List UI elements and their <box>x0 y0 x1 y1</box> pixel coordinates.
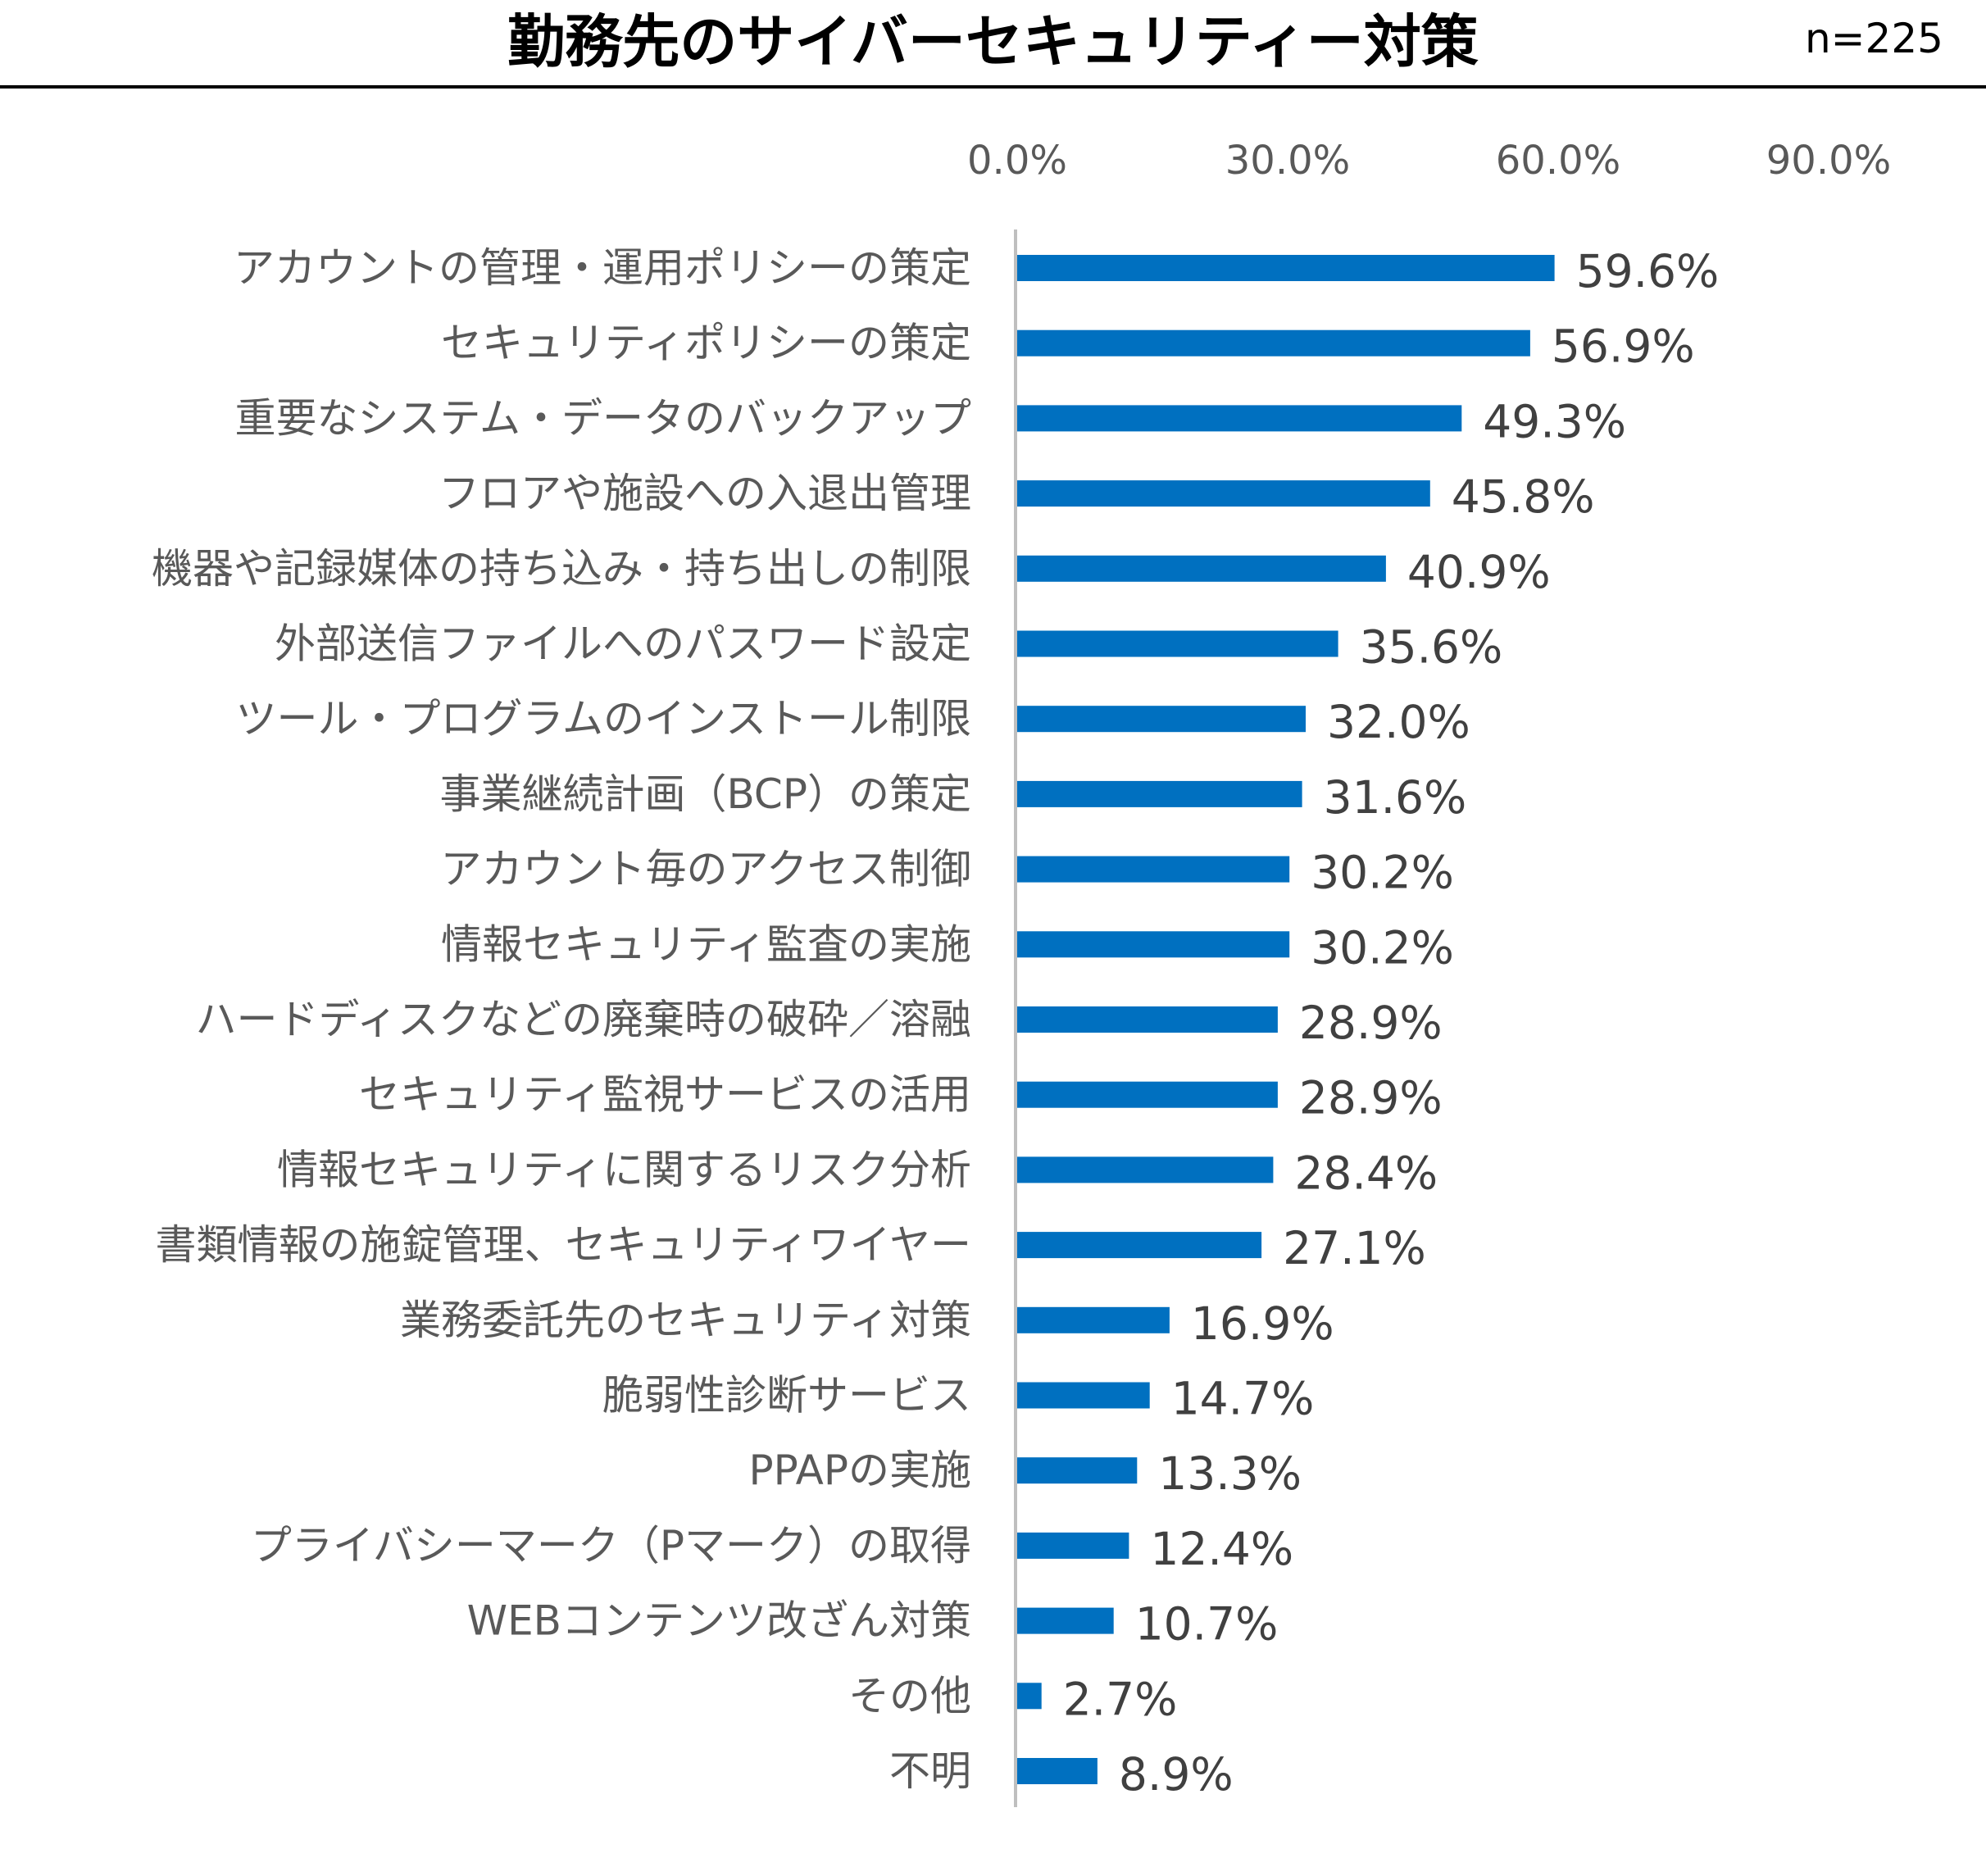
bar <box>1017 1156 1274 1183</box>
category-label: プライバシーマーク（Pマーク）の取得 <box>251 1522 971 1569</box>
x-tick-label: 0.0% <box>967 138 1067 184</box>
value-label: 8.9% <box>1119 1748 1234 1801</box>
bar <box>1017 1607 1114 1634</box>
bar <box>1017 706 1306 733</box>
value-label: 35.6% <box>1360 621 1503 674</box>
category-label: アカウントの管理・運用ポリシーの策定 <box>234 244 971 292</box>
value-label: 28.4% <box>1294 1147 1438 1199</box>
category-label: セキュリティ監視サービスの活用 <box>359 1071 971 1119</box>
value-label: 56.9% <box>1552 320 1695 373</box>
value-label: 12.4% <box>1150 1523 1293 1575</box>
bar <box>1017 480 1430 507</box>
category-label: 機器や記録媒体の持ち込み・持ち出しの制限 <box>152 545 971 593</box>
bar <box>1017 405 1462 432</box>
x-tick-label: 30.0% <box>1225 138 1350 184</box>
value-label: 59.6% <box>1576 245 1720 298</box>
chart-title: 勤務先のサイバーセキュリティー対策 <box>507 8 1479 75</box>
category-label: 業務委託先のセキュリティ対策 <box>400 1297 971 1344</box>
bar <box>1017 555 1386 582</box>
category-label: フロアや施設への入退出管理 <box>439 470 971 517</box>
bar <box>1017 1006 1278 1033</box>
x-tick-label: 60.0% <box>1496 138 1620 184</box>
category-label: 脆弱性診断サービス <box>602 1372 971 1419</box>
value-label: 10.7% <box>1135 1598 1279 1651</box>
bar <box>1017 1232 1262 1259</box>
category-label: 事業継続計画（BCP）の策定 <box>440 770 972 818</box>
category-label: 外部送信ファイルへのパスワード設定 <box>275 620 971 668</box>
x-tick-label: 90.0% <box>1766 138 1891 184</box>
bar <box>1017 1382 1150 1409</box>
bar <box>1017 780 1302 807</box>
title-divider <box>0 85 1986 89</box>
bar <box>1017 1081 1278 1108</box>
bar <box>1017 630 1338 657</box>
category-label: 書類情報の施錠管理、セキュリティワイヤー <box>156 1221 972 1269</box>
value-label: 14.7% <box>1171 1373 1315 1425</box>
value-label: 40.9% <box>1407 546 1551 598</box>
category-label: アカウント毎のアクセス制御 <box>441 846 972 893</box>
category-label: ツール・プログラムのインストール制限 <box>236 695 972 743</box>
value-label: 31.6% <box>1324 771 1467 824</box>
value-label: 28.9% <box>1299 1072 1443 1124</box>
value-label: 49.3% <box>1483 395 1626 447</box>
category-label: 情報セキュリティ監査の実施 <box>441 920 971 968</box>
bar <box>1017 1532 1129 1559</box>
category-label: セキュリティポリシーの策定 <box>441 320 971 367</box>
bar <box>1017 329 1530 357</box>
category-labels: アカウントの管理・運用ポリシーの策定セキュリティポリシーの策定重要なシステム・デ… <box>152 244 971 1795</box>
value-label: 13.3% <box>1158 1447 1302 1500</box>
category-label: 重要なシステム・データのバックアップ <box>235 394 972 442</box>
value-label: 32.0% <box>1327 696 1470 748</box>
value-labels: 59.6% 56.9% 49.3% 45.8% 40.9% 35.6% 32.0% 31.6%… <box>1063 245 1720 1801</box>
category-label: その他 <box>848 1672 971 1719</box>
bar <box>1017 931 1290 958</box>
bar <box>1017 1306 1170 1333</box>
category-label: 情報セキュリティに関するリスク分析 <box>277 1146 971 1193</box>
sample-size-label: n=225 <box>1804 15 1943 62</box>
value-label: 45.8% <box>1452 470 1595 523</box>
category-label: 不明 <box>889 1747 971 1795</box>
value-label: 16.9% <box>1191 1297 1334 1350</box>
value-label: 28.9% <box>1299 997 1443 1049</box>
bar <box>1017 255 1555 281</box>
category-label: WEBコンテンツ改ざん対策 <box>467 1597 971 1645</box>
category-label: PPAPの実施 <box>749 1447 971 1494</box>
value-label: 2.7% <box>1063 1673 1178 1725</box>
bar-series <box>1017 255 1555 1784</box>
value-label: 30.2% <box>1311 921 1454 974</box>
bar <box>1017 856 1290 883</box>
value-label: 27.1% <box>1283 1222 1426 1274</box>
bar <box>1017 1457 1138 1484</box>
x-axis-ticks: 0.0% 30.0% 60.0% 90.0% <box>967 138 1891 184</box>
bar <box>1017 1683 1042 1710</box>
bar <box>1017 1758 1098 1784</box>
category-label: ハードディスクなどの廃棄時の破砕／溶融 <box>196 996 972 1043</box>
value-label: 30.2% <box>1311 847 1454 899</box>
